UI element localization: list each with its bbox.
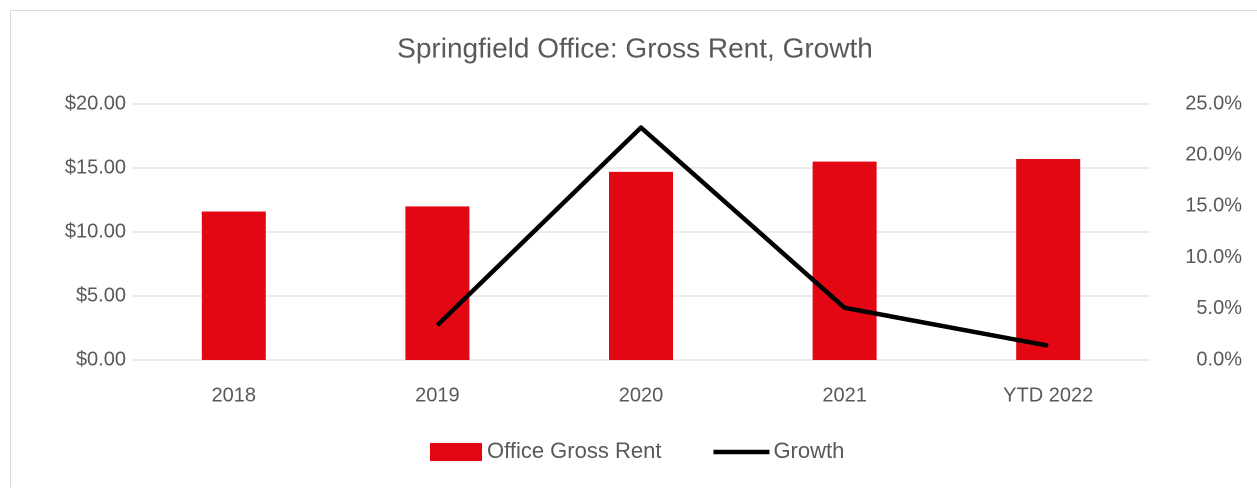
y-tick-label: $20.00 [65, 92, 126, 114]
bar [405, 206, 469, 360]
x-tick-label: 2018 [212, 384, 257, 406]
y-tick-label: $10.00 [65, 220, 126, 242]
y2-tick-label: 15.0% [1185, 195, 1242, 217]
legend-label: Office Gross Rent [487, 438, 661, 463]
legend-swatch [430, 443, 482, 461]
x-tick-label: 2021 [822, 384, 867, 406]
y2-tick-label: 0.0% [1196, 348, 1242, 370]
y-tick-label: $0.00 [76, 348, 126, 370]
bar [609, 172, 673, 360]
chart-title: Springfield Office: Gross Rent, Growth [397, 32, 873, 63]
bar [1016, 159, 1080, 360]
x-tick-label: 2020 [619, 384, 664, 406]
bar [813, 162, 877, 360]
y-tick-label: $5.00 [76, 284, 126, 306]
y2-tick-label: 25.0% [1185, 92, 1242, 114]
x-tick-label: 2019 [415, 384, 460, 406]
bar [202, 212, 266, 360]
y2-tick-label: 20.0% [1185, 143, 1242, 165]
x-tick-label: YTD 2022 [1003, 384, 1093, 406]
y2-tick-label: 5.0% [1196, 297, 1242, 319]
y-tick-label: $15.00 [65, 156, 126, 178]
y2-tick-label: 10.0% [1185, 246, 1242, 268]
legend-label: Growth [773, 438, 844, 463]
